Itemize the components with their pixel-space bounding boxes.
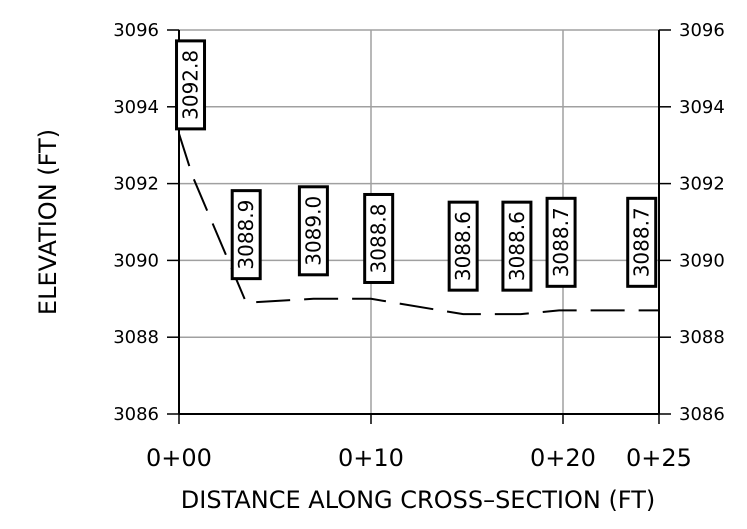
y-tick-label: 3094 [679, 97, 725, 118]
y-tick-label: 3090 [113, 250, 159, 271]
y-axis-label: ELEVATION (FT) [34, 129, 62, 315]
x-tick-label: 0+25 [626, 444, 692, 472]
x-tick-label: 0+10 [338, 444, 404, 472]
x-tick-label: 0+00 [146, 444, 212, 472]
data-label-text: 3088.7 [549, 207, 573, 277]
data-label: 3088.7 [626, 196, 658, 288]
data-label-box [626, 196, 658, 288]
y-tick-label: 3096 [679, 20, 725, 41]
data-label: 3088.6 [501, 200, 533, 292]
series-line-path [178, 133, 659, 316]
data-label: 3088.8 [363, 192, 395, 284]
y-tick-labels-left: 3086 3088 3090 3092 3094 3096 [113, 20, 159, 425]
data-label-text: 3088.6 [505, 211, 529, 281]
data-label: 3088.7 [545, 196, 577, 288]
y-tick-label: 3086 [113, 404, 159, 425]
data-label-box [545, 196, 577, 288]
data-label: 3088.9 [230, 189, 262, 281]
data-label-box [363, 192, 395, 284]
series-line [178, 133, 659, 316]
y-tick-label: 3096 [113, 20, 159, 41]
data-label-box [175, 39, 207, 131]
data-label-box [230, 189, 262, 281]
data-label: 3092.8 [175, 39, 207, 131]
y-tick-label: 3092 [679, 174, 725, 195]
data-label: 3088.6 [447, 200, 479, 292]
data-label-text: 3088.6 [451, 211, 475, 281]
data-label-text: 3089.0 [301, 196, 325, 266]
data-label-text: 3088.7 [630, 207, 654, 277]
x-tick-label: 0+20 [530, 444, 596, 472]
data-label-text: 3088.8 [367, 203, 391, 273]
data-label: 3089.0 [297, 185, 329, 277]
y-tick-label: 3092 [113, 174, 159, 195]
x-tick-labels: 0+00 0+10 0+20 0+25 [146, 444, 692, 472]
x-axis-label: DISTANCE ALONG CROSS–SECTION (FT) [181, 486, 655, 514]
y-tick-label: 3088 [679, 327, 725, 348]
y-tick-label: 3094 [113, 97, 159, 118]
data-labels: 3092.8 3088.9 3089.0 3088.8 3088.6 3088.6 3088… [175, 39, 658, 292]
data-label-box [447, 200, 479, 292]
data-label-text: 3088.9 [234, 200, 258, 270]
y-tick-labels-right: 3086 3088 3090 3092 3094 3096 [679, 20, 725, 425]
y-tick-label: 3086 [679, 404, 725, 425]
y-tick-label: 3090 [679, 250, 725, 271]
y-tick-label: 3088 [113, 327, 159, 348]
data-label-box [297, 185, 329, 277]
data-label-text: 3092.8 [179, 50, 203, 120]
data-label-box [501, 200, 533, 292]
